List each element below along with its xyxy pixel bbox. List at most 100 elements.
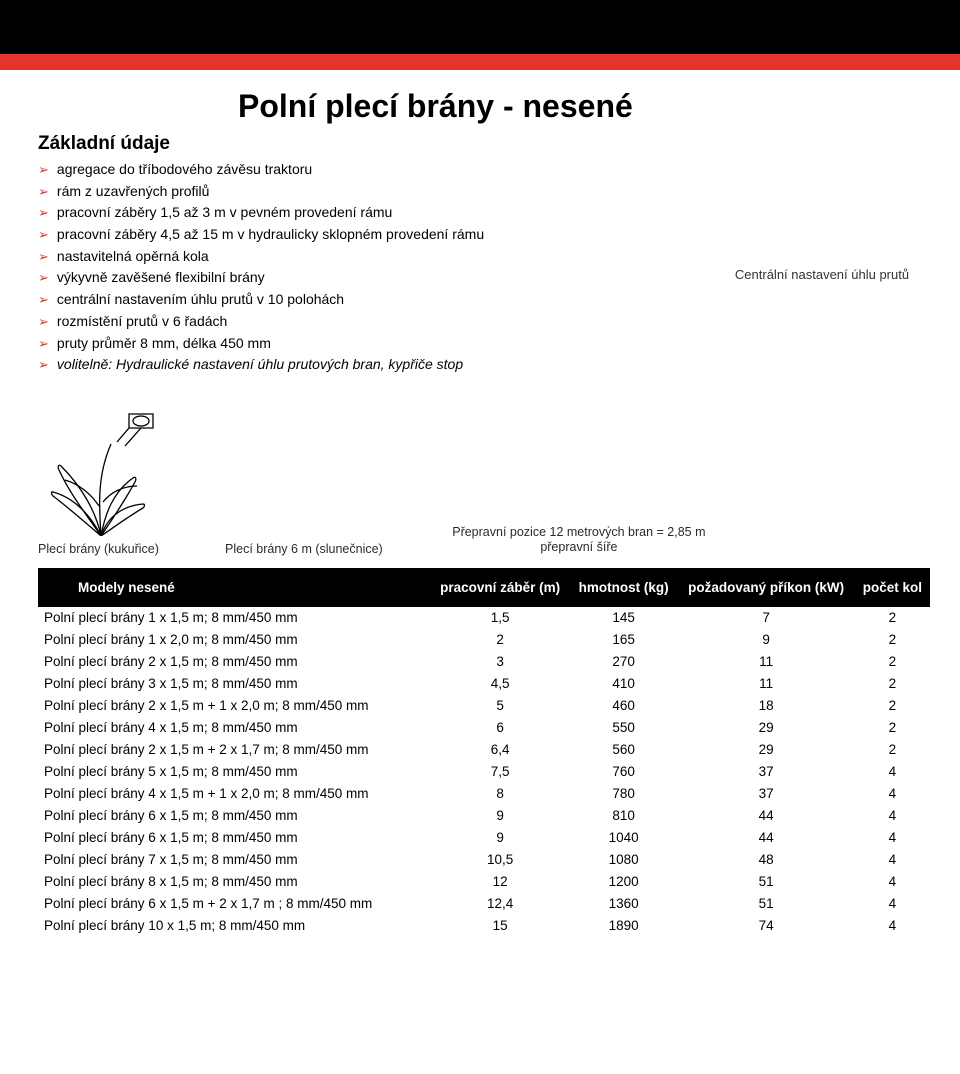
- bullet-text: výkyvně zavěšené flexibilní brány: [57, 267, 265, 289]
- table-row: Polní plecí brány 2 x 1,5 m + 1 x 2,0 m;…: [38, 695, 930, 717]
- table-row: Polní plecí brány 3 x 1,5 m; 8 mm/450 mm…: [38, 673, 930, 695]
- cell-value: 11: [677, 651, 854, 673]
- cell-value: 10,5: [430, 849, 569, 871]
- cell-value: 37: [677, 761, 854, 783]
- cell-value: 9: [430, 805, 569, 827]
- cell-value: 165: [570, 629, 678, 651]
- col-power: požadovaný příkon (kW): [677, 568, 854, 607]
- table-row: Polní plecí brány 6 x 1,5 m + 2 x 1,7 m …: [38, 893, 930, 915]
- cell-model: Polní plecí brány 8 x 1,5 m; 8 mm/450 mm: [38, 871, 430, 893]
- cell-value: 18: [677, 695, 854, 717]
- cell-value: 9: [430, 827, 569, 849]
- cell-value: 2: [855, 607, 930, 629]
- table-row: Polní plecí brány 2 x 1,5 m + 2 x 1,7 m;…: [38, 739, 930, 761]
- cell-value: 1890: [570, 915, 678, 937]
- cell-value: 1040: [570, 827, 678, 849]
- table-row: Polní plecí brány 4 x 1,5 m + 1 x 2,0 m;…: [38, 783, 930, 805]
- table-header-row: Modely nesené pracovní záběr (m) hmotnos…: [38, 568, 930, 607]
- bullet-item: ➢ rozmístění prutů v 6 řadách: [38, 311, 720, 333]
- table-row: Polní plecí brány 4 x 1,5 m; 8 mm/450 mm…: [38, 717, 930, 739]
- cell-model: Polní plecí brány 3 x 1,5 m; 8 mm/450 mm: [38, 673, 430, 695]
- bullet-marker-icon: ➢: [38, 247, 49, 267]
- table-row: Polní plecí brány 1 x 2,0 m; 8 mm/450 mm…: [38, 629, 930, 651]
- cell-value: 270: [570, 651, 678, 673]
- bullet-text: volitelně: Hydraulické nastavení úhlu pr…: [57, 354, 463, 376]
- col-width: pracovní záběr (m): [430, 568, 569, 607]
- col-weight: hmotnost (kg): [570, 568, 678, 607]
- cell-value: 8: [430, 783, 569, 805]
- cell-value: 1360: [570, 893, 678, 915]
- cell-value: 4: [855, 827, 930, 849]
- cell-value: 2: [855, 651, 930, 673]
- cell-model: Polní plecí brány 4 x 1,5 m; 8 mm/450 mm: [38, 717, 430, 739]
- cell-value: 4: [855, 893, 930, 915]
- cell-value: 7: [677, 607, 854, 629]
- cell-model: Polní plecí brány 6 x 1,5 m + 2 x 1,7 m …: [38, 893, 430, 915]
- cell-model: Polní plecí brány 6 x 1,5 m; 8 mm/450 mm: [38, 805, 430, 827]
- page-content: Polní plecí brány - nesené Základní údaj…: [0, 70, 960, 937]
- cell-model: Polní plecí brány 2 x 1,5 m + 1 x 2,0 m;…: [38, 695, 430, 717]
- cell-value: 48: [677, 849, 854, 871]
- side-caption: Centrální nastavení úhlu prutů: [720, 267, 930, 282]
- bullet-marker-icon: ➢: [38, 312, 49, 332]
- bullet-list: ➢agregace do tříbodového závěsu traktoru…: [38, 159, 720, 376]
- bullet-text: rám z uzavřených profilů: [57, 181, 210, 203]
- bullet-item: ➢pracovní záběry 1,5 až 3 m v pevném pro…: [38, 202, 720, 224]
- red-accent-bar: [0, 54, 960, 70]
- bullet-marker-icon: ➢: [38, 334, 49, 354]
- figure-transport: Přepravní pozice 12 metrových bran = 2,8…: [449, 409, 709, 556]
- cell-value: 2: [855, 717, 930, 739]
- figure-corn: Plecí brány (kukuřice): [38, 406, 159, 556]
- bullet-text: pruty průměr 8 mm, délka 450 mm: [57, 333, 271, 355]
- cell-model: Polní plecí brány 2 x 1,5 m + 2 x 1,7 m;…: [38, 739, 430, 761]
- bullet-item: ➢centrální nastavením úhlu prutů v 10 po…: [38, 289, 720, 311]
- table-row: Polní plecí brány 8 x 1,5 m; 8 mm/450 mm…: [38, 871, 930, 893]
- cell-value: 560: [570, 739, 678, 761]
- table-row: Polní plecí brány 6 x 1,5 m; 8 mm/450 mm…: [38, 805, 930, 827]
- cell-value: 1080: [570, 849, 678, 871]
- cell-value: 760: [570, 761, 678, 783]
- cell-value: 37: [677, 783, 854, 805]
- cell-value: 6,4: [430, 739, 569, 761]
- section-title: Základní údaje: [38, 133, 930, 155]
- cell-value: 4: [855, 805, 930, 827]
- cell-value: 6: [430, 717, 569, 739]
- cell-value: 780: [570, 783, 678, 805]
- table-row: Polní plecí brány 10 x 1,5 m; 8 mm/450 m…: [38, 915, 930, 937]
- bullet-marker-icon: ➢: [38, 268, 49, 288]
- cell-value: 44: [677, 805, 854, 827]
- bullet-text: rozmístění prutů v 6 řadách: [57, 311, 227, 333]
- bullet-item: ➢ pruty průměr 8 mm, délka 450 mm: [38, 333, 720, 355]
- cell-value: 2: [855, 629, 930, 651]
- cell-model: Polní plecí brány 6 x 1,5 m; 8 mm/450 mm: [38, 827, 430, 849]
- cell-value: 7,5: [430, 761, 569, 783]
- cell-value: 2: [430, 629, 569, 651]
- cell-value: 410: [570, 673, 678, 695]
- cell-value: 4: [855, 761, 930, 783]
- cell-value: 4: [855, 915, 930, 937]
- cell-value: 810: [570, 805, 678, 827]
- table-row: Polní plecí brány 5 x 1,5 m; 8 mm/450 mm…: [38, 761, 930, 783]
- figure-sunflower: Plecí brány 6 m (slunečnice): [189, 426, 419, 556]
- cell-value: 51: [677, 893, 854, 915]
- table-row: Polní plecí brány 2 x 1,5 m; 8 mm/450 mm…: [38, 651, 930, 673]
- cell-model: Polní plecí brány 7 x 1,5 m; 8 mm/450 mm: [38, 849, 430, 871]
- cell-value: 5: [430, 695, 569, 717]
- figure-caption: Plecí brány 6 m (slunečnice): [225, 542, 383, 556]
- cell-model: Polní plecí brány 2 x 1,5 m; 8 mm/450 mm: [38, 651, 430, 673]
- top-black-bar: [0, 0, 960, 54]
- table-row: Polní plecí brány 1 x 1,5 m; 8 mm/450 mm…: [38, 607, 930, 629]
- spec-row: ➢agregace do tříbodového závěsu traktoru…: [38, 159, 930, 376]
- bullet-marker-icon: ➢: [38, 160, 49, 180]
- cell-value: 74: [677, 915, 854, 937]
- bullet-marker-icon: ➢: [38, 225, 49, 245]
- cell-value: 12,4: [430, 893, 569, 915]
- bullet-marker-icon: ➢: [38, 182, 49, 202]
- figure-caption: Přepravní pozice 12 metrových bran = 2,8…: [449, 525, 709, 556]
- bullet-item: ➢pracovní záběry 4,5 až 15 m v hydraulic…: [38, 224, 720, 246]
- cell-value: 15: [430, 915, 569, 937]
- plant-sketch-icon: [41, 406, 156, 536]
- cell-value: 550: [570, 717, 678, 739]
- cell-value: 9: [677, 629, 854, 651]
- cell-value: 44: [677, 827, 854, 849]
